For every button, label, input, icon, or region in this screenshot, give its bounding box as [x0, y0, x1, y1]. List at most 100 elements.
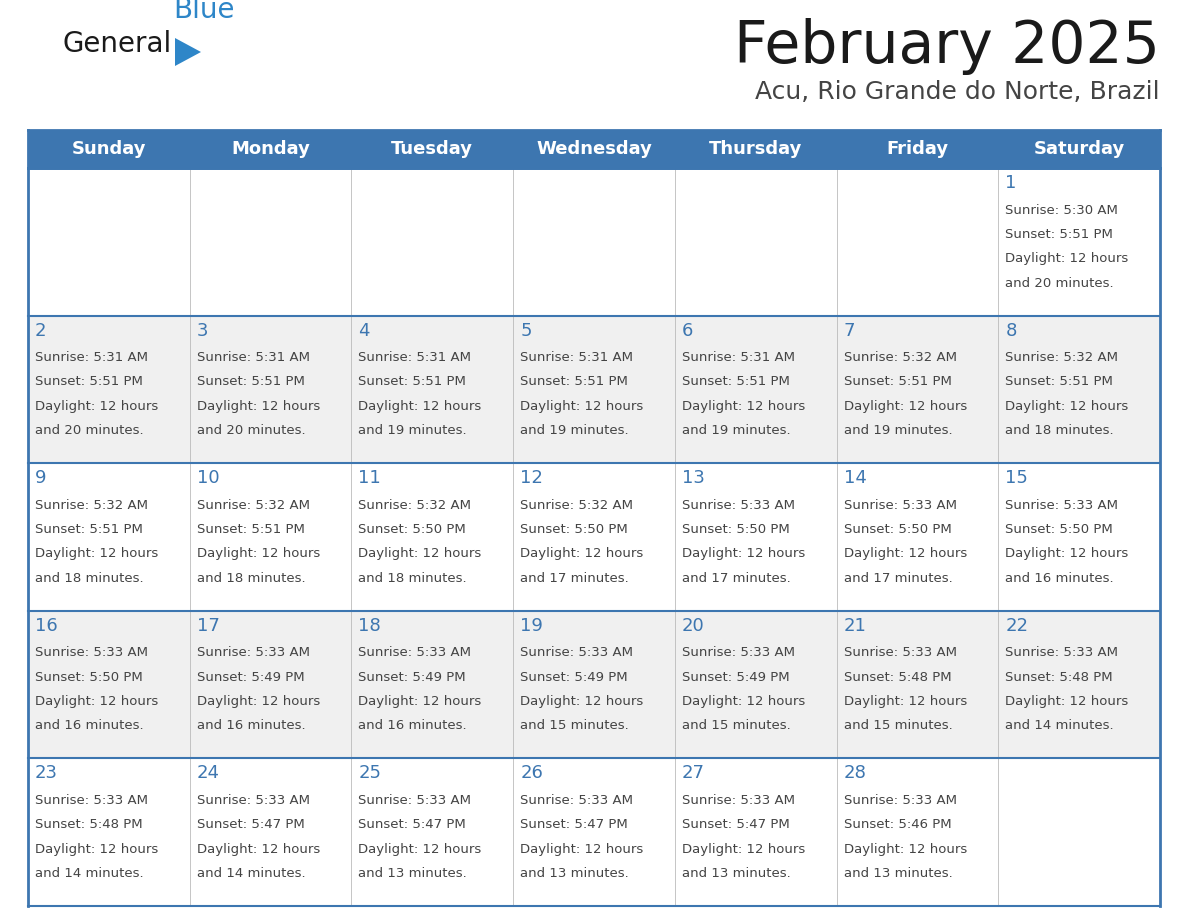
Text: Daylight: 12 hours: Daylight: 12 hours	[197, 400, 320, 413]
Text: and 18 minutes.: and 18 minutes.	[197, 572, 305, 585]
Text: 4: 4	[359, 321, 369, 340]
Text: 26: 26	[520, 765, 543, 782]
Bar	[29, 168, 190, 316]
Text: Sunset: 5:49 PM: Sunset: 5:49 PM	[682, 671, 790, 684]
Bar	[352, 610, 513, 758]
Text: and 13 minutes.: and 13 minutes.	[682, 867, 790, 880]
Text: Daylight: 12 hours: Daylight: 12 hours	[34, 695, 158, 708]
Bar	[675, 316, 836, 464]
Text: 23: 23	[34, 765, 58, 782]
Text: Monday: Monday	[232, 140, 310, 158]
Bar	[29, 758, 190, 906]
Text: Sunset: 5:49 PM: Sunset: 5:49 PM	[359, 671, 466, 684]
Text: Sunrise: 5:33 AM: Sunrise: 5:33 AM	[1005, 498, 1118, 511]
Text: Daylight: 12 hours: Daylight: 12 hours	[197, 843, 320, 856]
Text: February 2025: February 2025	[734, 18, 1159, 75]
Bar	[29, 130, 1159, 168]
Text: General: General	[62, 30, 171, 58]
Text: Sunset: 5:51 PM: Sunset: 5:51 PM	[1005, 375, 1113, 388]
Text: Daylight: 12 hours: Daylight: 12 hours	[843, 843, 967, 856]
Text: Sunrise: 5:33 AM: Sunrise: 5:33 AM	[359, 646, 472, 659]
Bar	[675, 758, 836, 906]
Text: Sunset: 5:50 PM: Sunset: 5:50 PM	[682, 523, 790, 536]
Text: 21: 21	[843, 617, 866, 635]
Text: and 16 minutes.: and 16 minutes.	[359, 720, 467, 733]
Text: Daylight: 12 hours: Daylight: 12 hours	[34, 547, 158, 560]
Text: Sunrise: 5:33 AM: Sunrise: 5:33 AM	[843, 794, 956, 807]
Text: 14: 14	[843, 469, 866, 487]
Text: Sunrise: 5:31 AM: Sunrise: 5:31 AM	[520, 351, 633, 364]
Text: Daylight: 12 hours: Daylight: 12 hours	[520, 695, 644, 708]
Text: 11: 11	[359, 469, 381, 487]
Text: and 18 minutes.: and 18 minutes.	[34, 572, 144, 585]
Text: Daylight: 12 hours: Daylight: 12 hours	[682, 400, 805, 413]
Text: Sunrise: 5:31 AM: Sunrise: 5:31 AM	[34, 351, 148, 364]
Text: Daylight: 12 hours: Daylight: 12 hours	[682, 695, 805, 708]
Text: Sunrise: 5:33 AM: Sunrise: 5:33 AM	[682, 498, 795, 511]
Text: and 14 minutes.: and 14 minutes.	[197, 867, 305, 880]
Text: and 18 minutes.: and 18 minutes.	[1005, 424, 1114, 437]
Text: Daylight: 12 hours: Daylight: 12 hours	[520, 843, 644, 856]
Bar	[513, 316, 675, 464]
Bar	[190, 758, 352, 906]
Text: Sunrise: 5:32 AM: Sunrise: 5:32 AM	[1005, 351, 1118, 364]
Text: Daylight: 12 hours: Daylight: 12 hours	[359, 547, 481, 560]
Text: Daylight: 12 hours: Daylight: 12 hours	[520, 400, 644, 413]
Text: Sunrise: 5:33 AM: Sunrise: 5:33 AM	[1005, 646, 1118, 659]
Bar	[513, 168, 675, 316]
Bar	[836, 168, 998, 316]
Text: Sunrise: 5:32 AM: Sunrise: 5:32 AM	[34, 498, 148, 511]
Bar	[190, 610, 352, 758]
Text: and 20 minutes.: and 20 minutes.	[34, 424, 144, 437]
Text: Sunset: 5:47 PM: Sunset: 5:47 PM	[520, 818, 628, 832]
Text: 16: 16	[34, 617, 58, 635]
Text: Daylight: 12 hours: Daylight: 12 hours	[843, 400, 967, 413]
Bar	[352, 316, 513, 464]
Text: Sunrise: 5:33 AM: Sunrise: 5:33 AM	[34, 794, 148, 807]
Text: and 15 minutes.: and 15 minutes.	[843, 720, 953, 733]
Text: Sunday: Sunday	[71, 140, 146, 158]
Text: and 20 minutes.: and 20 minutes.	[1005, 276, 1114, 289]
Text: Sunset: 5:50 PM: Sunset: 5:50 PM	[520, 523, 628, 536]
Text: and 20 minutes.: and 20 minutes.	[197, 424, 305, 437]
Text: Sunset: 5:50 PM: Sunset: 5:50 PM	[843, 523, 952, 536]
Bar	[836, 610, 998, 758]
Bar	[29, 316, 190, 464]
Bar	[675, 168, 836, 316]
Text: Sunrise: 5:33 AM: Sunrise: 5:33 AM	[197, 646, 310, 659]
Text: and 15 minutes.: and 15 minutes.	[682, 720, 790, 733]
Text: and 17 minutes.: and 17 minutes.	[682, 572, 790, 585]
Text: Sunset: 5:51 PM: Sunset: 5:51 PM	[520, 375, 628, 388]
Text: 9: 9	[34, 469, 46, 487]
Text: 17: 17	[197, 617, 220, 635]
Text: Acu, Rio Grande do Norte, Brazil: Acu, Rio Grande do Norte, Brazil	[756, 80, 1159, 104]
Text: 24: 24	[197, 765, 220, 782]
Text: Daylight: 12 hours: Daylight: 12 hours	[359, 843, 481, 856]
Text: Sunset: 5:47 PM: Sunset: 5:47 PM	[682, 818, 790, 832]
Text: Friday: Friday	[886, 140, 948, 158]
Text: and 16 minutes.: and 16 minutes.	[34, 720, 144, 733]
Text: Daylight: 12 hours: Daylight: 12 hours	[843, 695, 967, 708]
Text: Sunrise: 5:32 AM: Sunrise: 5:32 AM	[197, 498, 310, 511]
Text: Sunrise: 5:33 AM: Sunrise: 5:33 AM	[843, 646, 956, 659]
Text: Sunrise: 5:33 AM: Sunrise: 5:33 AM	[520, 794, 633, 807]
Text: Sunset: 5:50 PM: Sunset: 5:50 PM	[34, 671, 143, 684]
Text: Daylight: 12 hours: Daylight: 12 hours	[843, 547, 967, 560]
Text: 15: 15	[1005, 469, 1028, 487]
Text: 2: 2	[34, 321, 46, 340]
Text: Sunset: 5:51 PM: Sunset: 5:51 PM	[1005, 228, 1113, 241]
Bar	[998, 610, 1159, 758]
Text: Sunset: 5:51 PM: Sunset: 5:51 PM	[197, 523, 304, 536]
Text: and 19 minutes.: and 19 minutes.	[682, 424, 790, 437]
Text: 5: 5	[520, 321, 532, 340]
Text: Sunset: 5:47 PM: Sunset: 5:47 PM	[197, 818, 304, 832]
Text: Daylight: 12 hours: Daylight: 12 hours	[197, 547, 320, 560]
Text: Sunset: 5:51 PM: Sunset: 5:51 PM	[197, 375, 304, 388]
Text: Sunrise: 5:32 AM: Sunrise: 5:32 AM	[359, 498, 472, 511]
Text: Daylight: 12 hours: Daylight: 12 hours	[682, 843, 805, 856]
Text: Daylight: 12 hours: Daylight: 12 hours	[197, 695, 320, 708]
Text: 27: 27	[682, 765, 704, 782]
Text: 6: 6	[682, 321, 694, 340]
Text: and 19 minutes.: and 19 minutes.	[843, 424, 953, 437]
Text: 12: 12	[520, 469, 543, 487]
